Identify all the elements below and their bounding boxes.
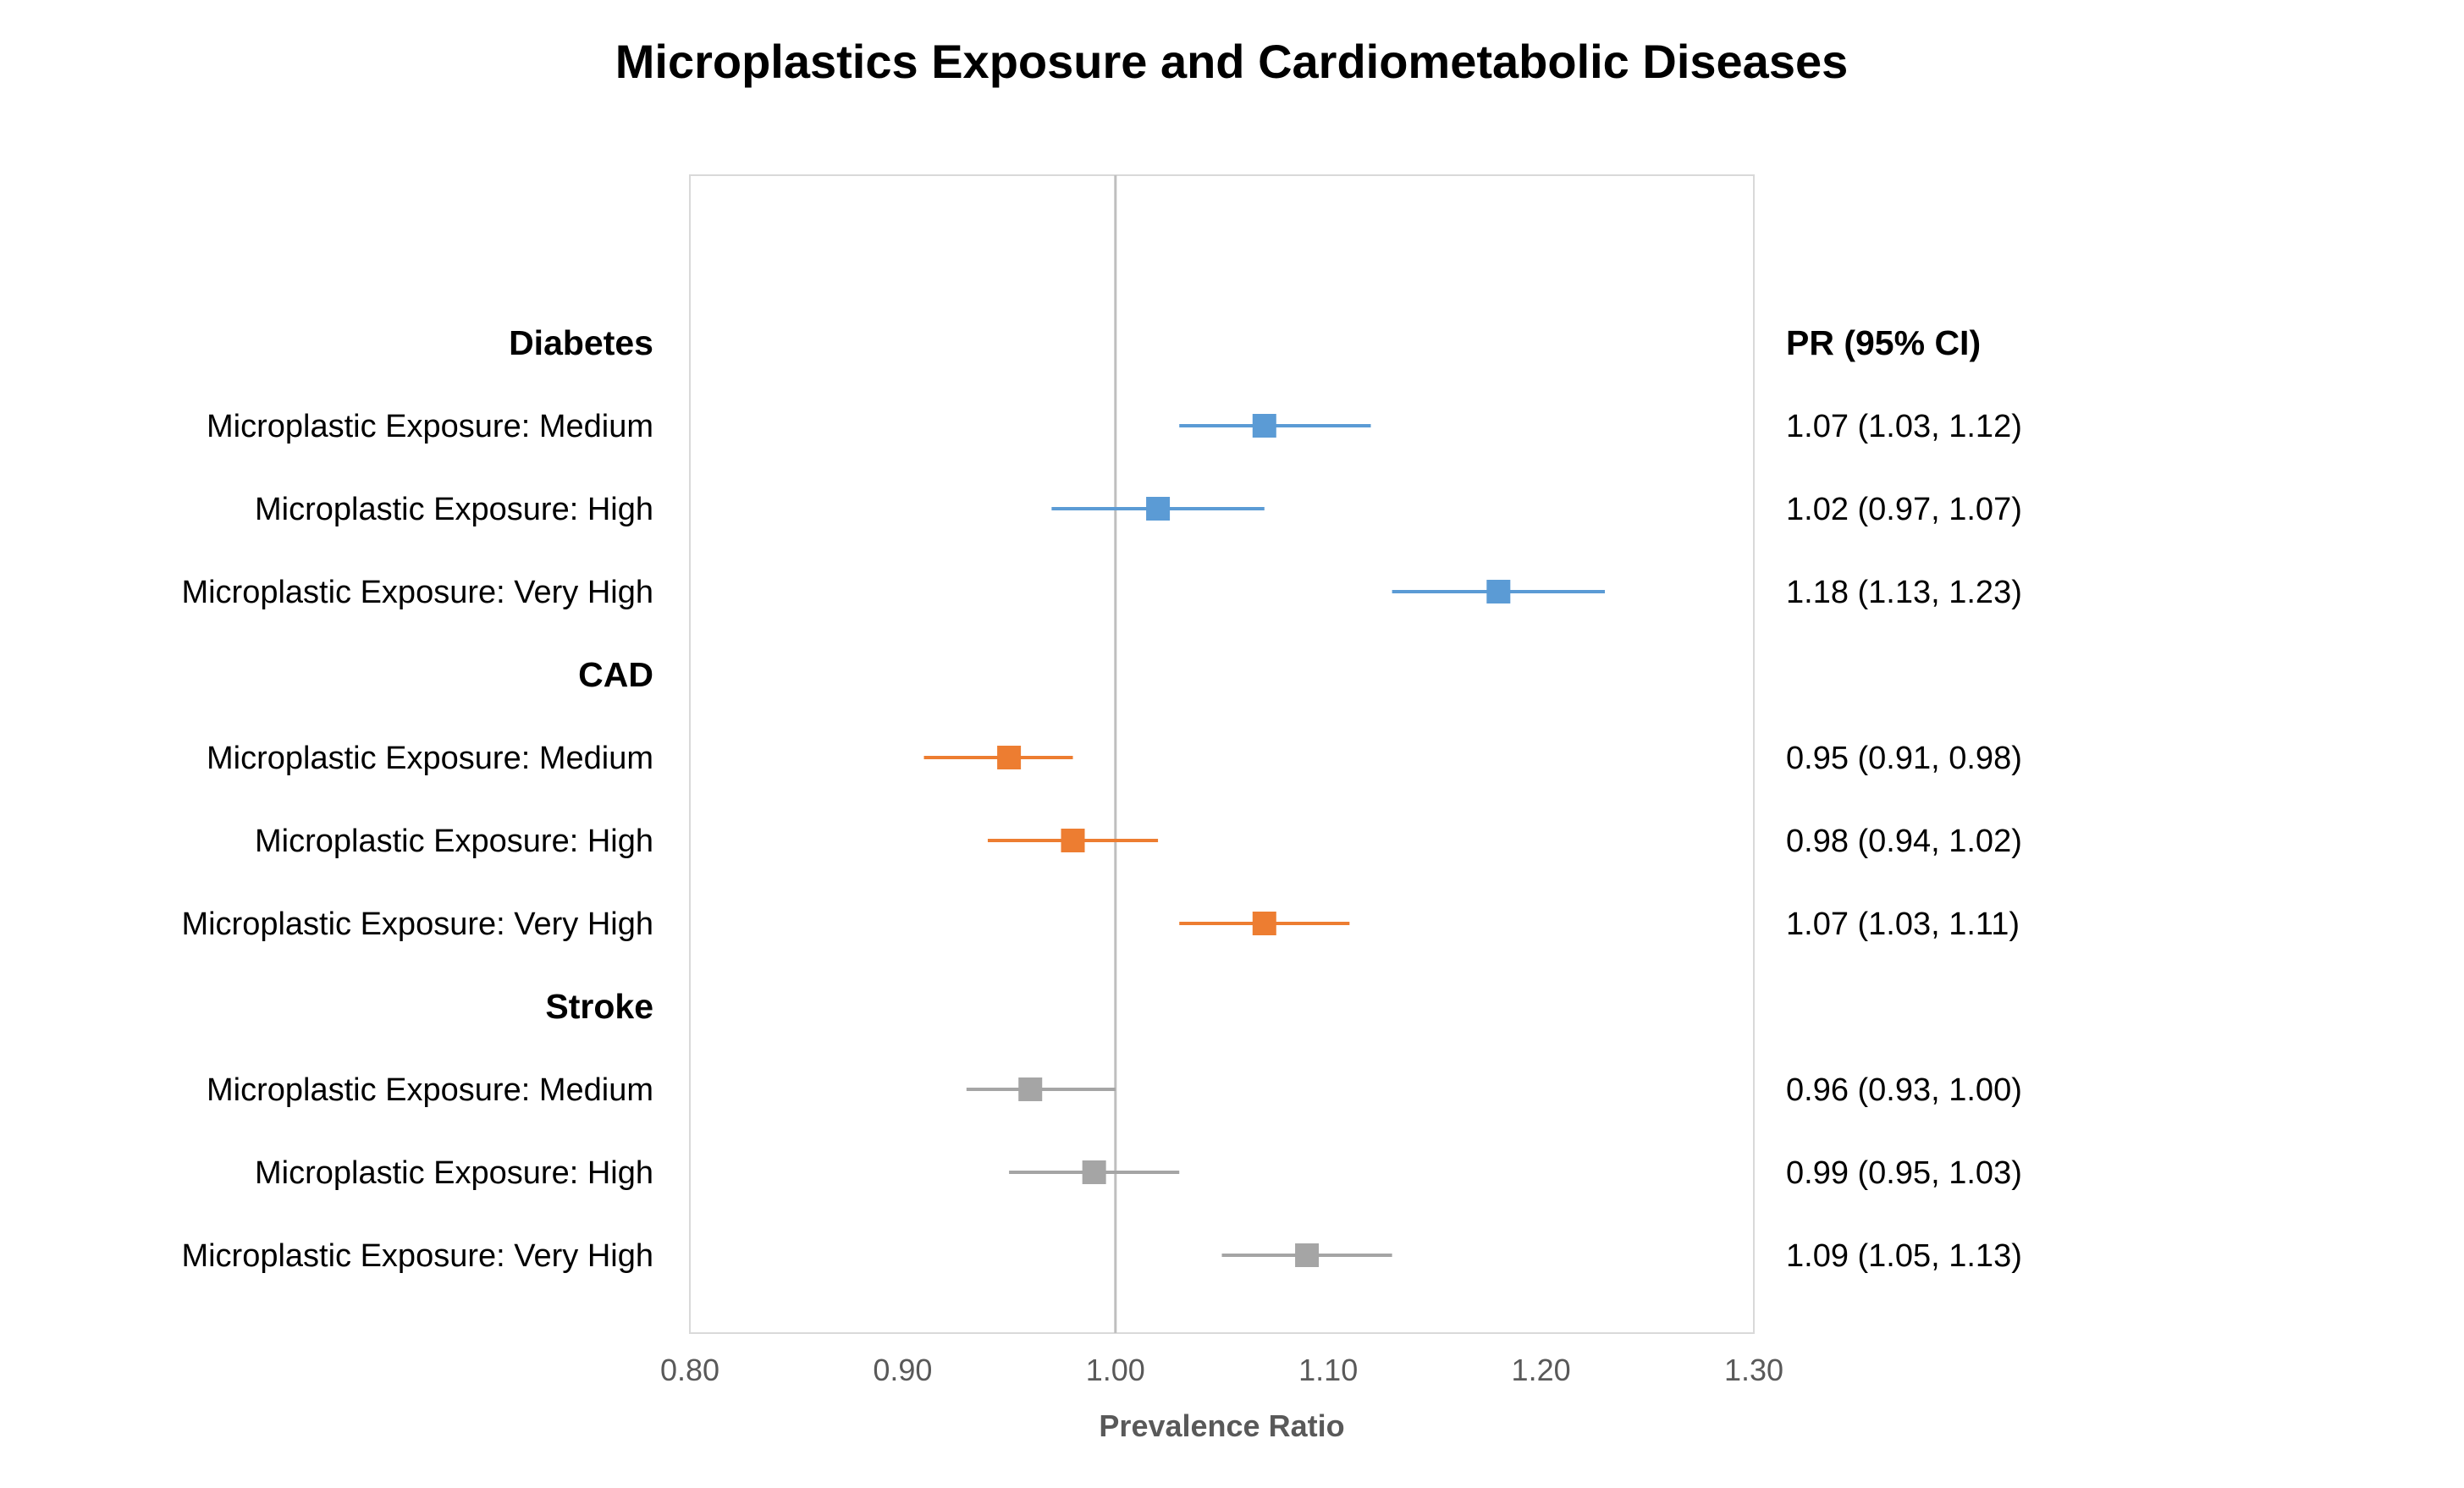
row-label: Microplastic Exposure: Medium [207, 741, 653, 776]
point-estimate-marker [997, 746, 1022, 769]
ci-value-text: 0.95 (0.91, 0.98) [1786, 741, 2022, 776]
point-estimate-marker [1146, 497, 1171, 521]
ci-value-text: 1.18 (1.13, 1.23) [1786, 575, 2022, 610]
ci-column-header: PR (95% CI) [1786, 323, 1981, 362]
ci-value-text: 1.02 (0.97, 1.07) [1786, 492, 2022, 527]
x-tick-label: 1.30 [1724, 1353, 1783, 1387]
row-label: Microplastic Exposure: High [255, 492, 653, 527]
x-tick-label: 1.10 [1298, 1353, 1358, 1387]
point-estimate-marker [1295, 1243, 1320, 1267]
row-label: Microplastic Exposure: High [255, 824, 653, 859]
x-tick-label: 0.90 [873, 1353, 932, 1387]
x-axis-label: Prevalence Ratio [1099, 1408, 1344, 1443]
ci-value-text: 1.07 (1.03, 1.12) [1786, 409, 2022, 444]
point-estimate-marker [1486, 580, 1511, 603]
row-label: Microplastic Exposure: Very High [181, 907, 653, 942]
x-tick-label: 1.20 [1512, 1353, 1571, 1387]
ci-value-text: 1.09 (1.05, 1.13) [1786, 1238, 2022, 1274]
row-label: Microplastic Exposure: High [255, 1155, 653, 1191]
ci-value-text: 1.07 (1.03, 1.11) [1786, 907, 2020, 942]
group-label: Stroke [545, 987, 653, 1026]
point-estimate-marker [1252, 912, 1276, 935]
ci-value-text: 0.99 (0.95, 1.03) [1786, 1155, 2022, 1191]
point-estimate-marker [1082, 1160, 1106, 1184]
row-label: Microplastic Exposure: Medium [207, 409, 653, 444]
point-estimate-marker [1252, 414, 1276, 438]
rows-layer: Diabetes Microplastic Exposure: Medium 1.0… [181, 175, 2022, 1333]
x-tick-label: 1.00 [1086, 1353, 1145, 1387]
ci-value-text: 0.98 (0.94, 1.02) [1786, 824, 2022, 859]
chart-title: Microplastics Exposure and Cardiometabol… [615, 35, 1849, 88]
row-label: Microplastic Exposure: Medium [207, 1072, 653, 1108]
x-tick-label: 0.80 [660, 1353, 719, 1387]
group-label: CAD [578, 655, 653, 694]
x-axis: 0.80 0.90 1.00 1.10 1.20 1.30 [660, 1353, 1783, 1387]
group-label: Diabetes [509, 323, 653, 362]
point-estimate-marker [1018, 1077, 1043, 1101]
ci-value-text: 0.96 (0.93, 1.00) [1786, 1072, 2022, 1108]
row-label: Microplastic Exposure: Very High [181, 575, 653, 610]
row-label: Microplastic Exposure: Very High [181, 1238, 653, 1274]
plot-area [689, 174, 1755, 1334]
point-estimate-marker [1061, 829, 1085, 852]
